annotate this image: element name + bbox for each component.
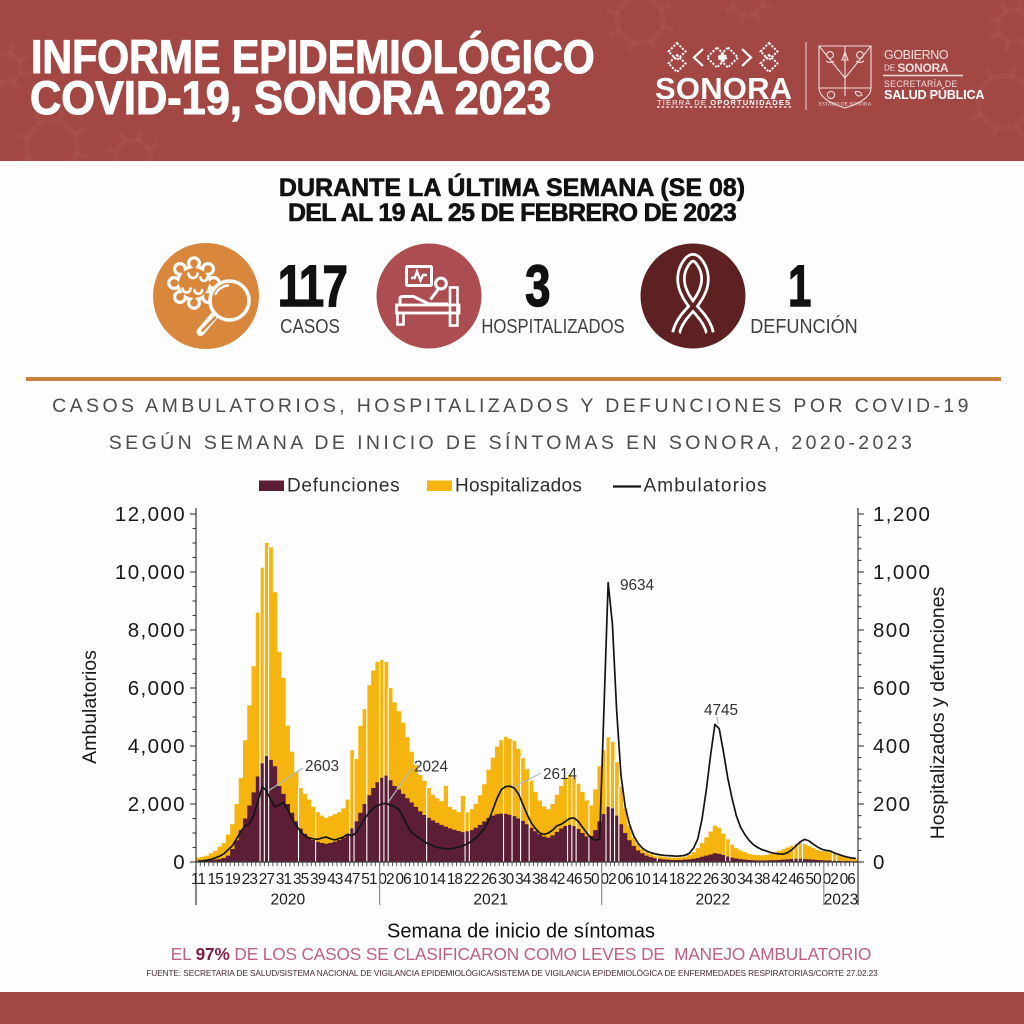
svg-text:31: 31 [276, 871, 292, 888]
svg-text:Defunciones: Defunciones [287, 476, 400, 497]
svg-text:2,000: 2,000 [128, 793, 186, 816]
svg-text:2024: 2024 [414, 759, 449, 776]
svg-text:06: 06 [840, 871, 856, 888]
svg-text:02: 02 [600, 871, 616, 888]
svg-text:400: 400 [873, 735, 911, 758]
svg-text:06: 06 [618, 871, 634, 888]
svg-text:38: 38 [532, 871, 548, 888]
svg-text:46: 46 [566, 871, 582, 888]
svg-text:600: 600 [873, 677, 911, 700]
svg-text:35: 35 [293, 871, 309, 888]
svg-text:8,000: 8,000 [128, 619, 186, 642]
svg-text:15: 15 [208, 871, 224, 888]
svg-text:2021: 2021 [473, 892, 508, 909]
svg-text:Ambulatorios: Ambulatorios [79, 650, 101, 764]
svg-text:51: 51 [361, 871, 377, 888]
svg-text:1,200: 1,200 [873, 503, 931, 526]
svg-text:14: 14 [430, 871, 447, 888]
svg-text:23: 23 [242, 871, 258, 888]
svg-text:2614: 2614 [543, 766, 578, 783]
svg-text:ESTADO DE SONORA: ESTADO DE SONORA [819, 102, 872, 108]
svg-text:22: 22 [686, 871, 702, 888]
svg-text:1,000: 1,000 [873, 561, 931, 584]
svg-text:800: 800 [873, 619, 911, 642]
svg-text:6,000: 6,000 [128, 677, 186, 700]
svg-text:19: 19 [225, 871, 241, 888]
svg-text:10: 10 [413, 871, 429, 888]
svg-text:50: 50 [805, 871, 821, 888]
svg-text:50: 50 [583, 871, 599, 888]
svg-text:47: 47 [344, 871, 360, 888]
svg-text:12,000: 12,000 [115, 503, 186, 526]
svg-text:30: 30 [498, 871, 514, 888]
svg-text:27: 27 [259, 871, 275, 888]
svg-text:4745: 4745 [704, 702, 738, 719]
svg-text:4,000: 4,000 [128, 735, 186, 758]
svg-text:38: 38 [754, 871, 770, 888]
svg-text:26: 26 [481, 871, 497, 888]
svg-text:Ambulatorios: Ambulatorios [644, 476, 768, 497]
svg-text:14: 14 [652, 871, 669, 888]
svg-text:0: 0 [873, 851, 886, 874]
svg-text:2022: 2022 [695, 892, 730, 909]
svg-text:Hospitalizados y defunciones: Hospitalizados y defunciones [927, 586, 949, 839]
svg-text:18: 18 [669, 871, 685, 888]
svg-text:2023: 2023 [824, 892, 859, 909]
svg-text:30: 30 [720, 871, 736, 888]
svg-text:34: 34 [737, 871, 754, 888]
svg-text:42: 42 [549, 871, 565, 888]
svg-text:11: 11 [191, 871, 206, 888]
svg-text:18: 18 [447, 871, 463, 888]
svg-text:Hospitalizados: Hospitalizados [455, 476, 582, 497]
svg-text:26: 26 [703, 871, 719, 888]
svg-text:06: 06 [395, 871, 411, 888]
svg-text:43: 43 [327, 871, 343, 888]
svg-text:9634: 9634 [620, 577, 655, 594]
svg-text:0: 0 [173, 851, 186, 874]
svg-text:34: 34 [515, 871, 532, 888]
svg-text:42: 42 [771, 871, 787, 888]
svg-text:02: 02 [823, 871, 839, 888]
svg-text:10: 10 [635, 871, 651, 888]
svg-text:2020: 2020 [270, 892, 305, 909]
svg-text:46: 46 [788, 871, 804, 888]
svg-text:200: 200 [873, 793, 911, 816]
svg-text:10,000: 10,000 [115, 561, 186, 584]
svg-text:22: 22 [464, 871, 480, 888]
svg-text:Semana de inicio de síntomas: Semana de inicio de síntomas [387, 921, 655, 943]
svg-text:2603: 2603 [305, 758, 339, 775]
svg-text:02: 02 [378, 871, 394, 888]
svg-text:39: 39 [310, 871, 326, 888]
